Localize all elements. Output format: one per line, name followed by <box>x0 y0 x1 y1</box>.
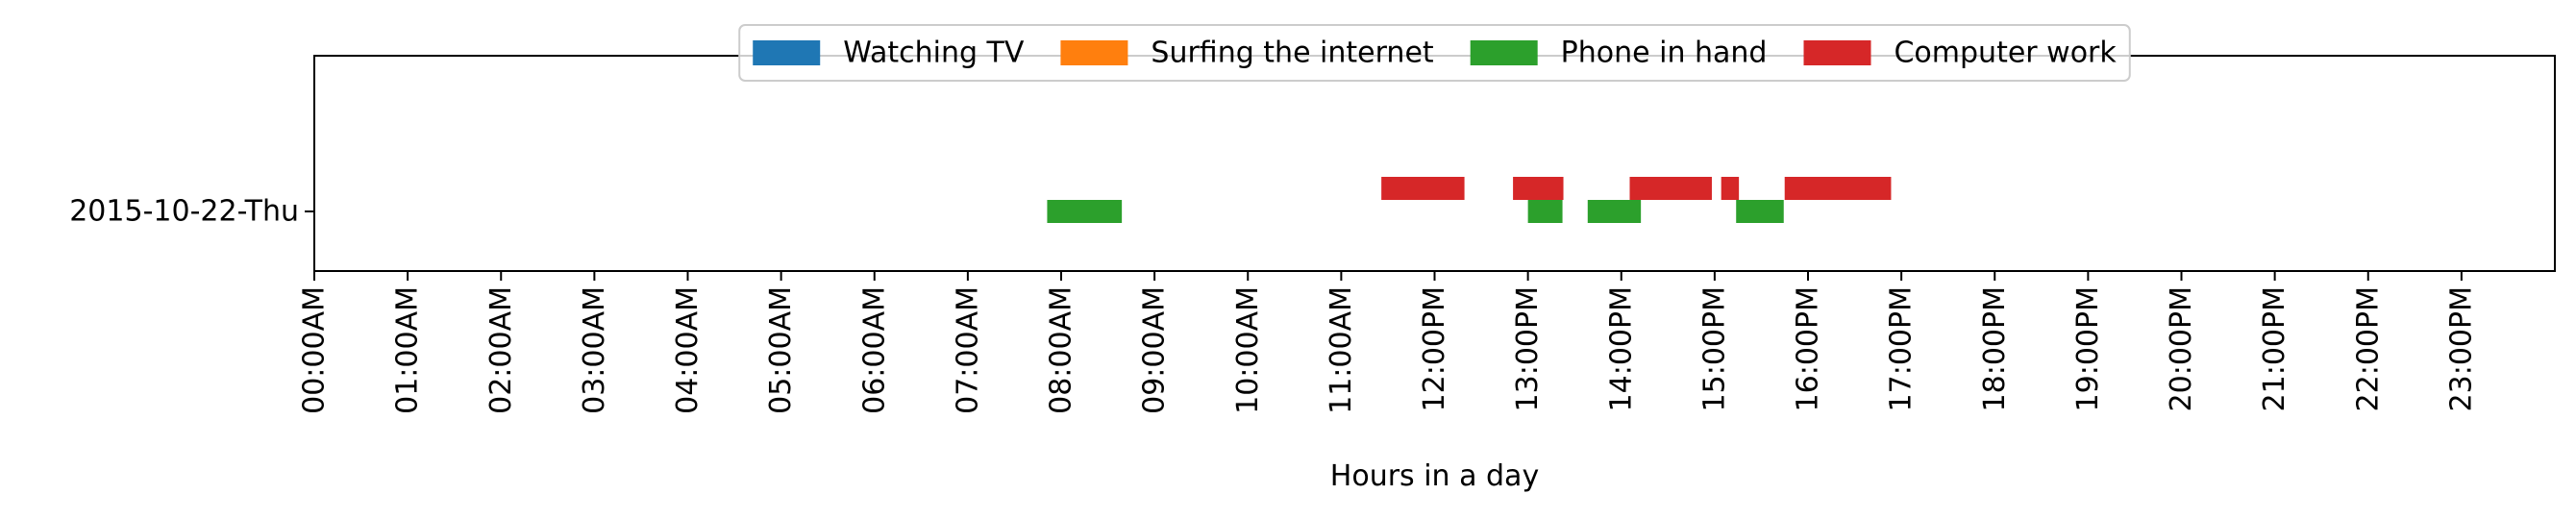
legend-swatch <box>1060 40 1128 65</box>
y-tick-label: 2015-10-22-Thu <box>69 195 299 229</box>
x-tick-label: 11:00AM <box>1325 286 1358 414</box>
legend-swatch <box>1803 40 1871 65</box>
bar-segment <box>1381 177 1465 200</box>
x-tick-label: 04:00AM <box>671 286 705 414</box>
bar-segment <box>1721 177 1740 200</box>
x-tick-label: 09:00AM <box>1138 286 1172 414</box>
x-tick-label: 12:00PM <box>1418 286 1451 411</box>
x-tick-label: 13:00PM <box>1511 286 1545 411</box>
x-tick-label: 06:00AM <box>857 286 891 414</box>
legend-label: Phone in hand <box>1561 37 1768 70</box>
x-tick-label: 01:00AM <box>391 286 425 414</box>
x-tick-label: 05:00AM <box>764 286 798 414</box>
x-tick-label: 19:00PM <box>2071 286 2105 411</box>
bar-segment <box>1527 200 1563 223</box>
x-tick-label: 18:00PM <box>1978 286 2012 411</box>
bar-segment <box>1629 177 1712 200</box>
x-tick-label: 02:00AM <box>484 286 518 414</box>
legend-label: Watching TV <box>843 37 1025 70</box>
legend: Watching TV Surfing the internet Phone in … <box>738 24 2131 82</box>
bar-segment <box>1047 200 1123 223</box>
bar-segment <box>1784 177 1892 200</box>
legend-swatch <box>753 40 821 65</box>
x-tick-label: 07:00AM <box>951 286 984 414</box>
x-tick-label: 23:00PM <box>2444 286 2478 411</box>
x-tick-label: 08:00AM <box>1045 286 1078 414</box>
x-tick-label: 15:00PM <box>1697 286 1731 411</box>
x-tick-label: 00:00AM <box>298 286 332 414</box>
bar-segment <box>1513 177 1564 200</box>
x-axis-label: Hours in a day <box>1330 459 1539 493</box>
legend-label: Computer work <box>1894 37 2117 70</box>
legend-label: Surfing the internet <box>1151 37 1433 70</box>
x-tick-label: 20:00PM <box>2165 286 2198 411</box>
plot-area-frame <box>313 55 2556 272</box>
legend-box <box>738 24 2131 82</box>
legend-swatch <box>1470 40 1538 65</box>
bars-layer <box>1047 177 1892 223</box>
x-tick-label: 14:00PM <box>1604 286 1638 411</box>
x-tick-label: 16:00PM <box>1792 286 1825 411</box>
x-tick-label: 17:00PM <box>1885 286 1919 411</box>
x-axis-ticks: 00:00AM 01:00AM 02:00AM 03:00AM 04:00AM 05:00… <box>298 271 2478 414</box>
x-tick-label: 10:00AM <box>1231 286 1265 414</box>
x-tick-label: 21:00PM <box>2258 286 2291 411</box>
bar-segment <box>1587 200 1642 223</box>
bar-segment <box>1736 200 1784 223</box>
y-axis-ticks: 2015-10-22-Thu <box>69 195 314 229</box>
x-tick-label: 03:00AM <box>578 286 611 414</box>
x-tick-label: 22:00PM <box>2351 286 2385 411</box>
